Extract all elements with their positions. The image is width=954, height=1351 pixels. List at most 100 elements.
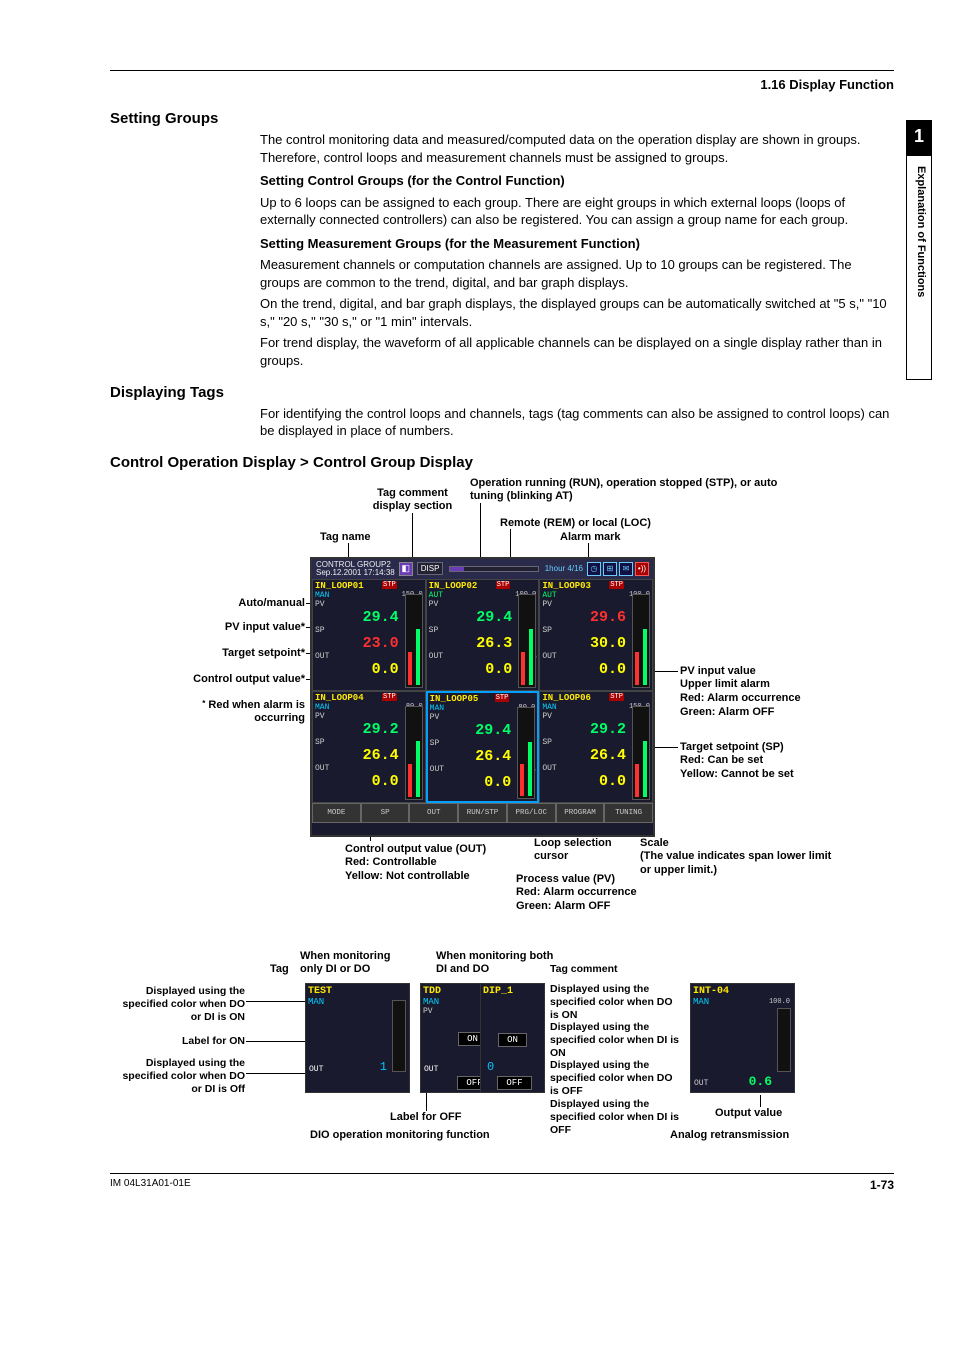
annot-running: Operation running (RUN), operation stopp… [470, 477, 790, 505]
disp-button[interactable]: DISP [417, 562, 444, 575]
paragraph: On the trend, digital, and bar graph dis… [260, 295, 894, 330]
chapter-title: Explanation of Functions [906, 156, 932, 380]
on-box: ON [498, 1033, 527, 1047]
annot-line: Control output value (OUT) [345, 843, 486, 855]
control-display-screen: CONTROL GROUP2 Sep.12.2001 17:14:38 ◧ DI… [310, 557, 655, 837]
paragraph: For identifying the control loops and ch… [260, 405, 894, 440]
loop-panel[interactable]: IN_LOOP03STPAUT100.0PV°C29.6SP°C30.0OUT%… [539, 579, 653, 691]
panel-bar [777, 1008, 791, 1072]
annot-tag-comment: Tag comment display section [360, 487, 465, 515]
dio-panel-test: TEST MAN OUT 1 START [305, 983, 410, 1093]
annot-retrans: Analog retransmission [670, 1129, 789, 1143]
annot-tag-comment: Tag comment [550, 963, 680, 976]
heading-setting-groups: Setting Groups [110, 110, 894, 127]
asterisk: * [202, 699, 205, 708]
toolbar-right-icons: ◷ ⊞ ✉ •)) [587, 562, 649, 576]
panel-hi: 100.0 [769, 998, 790, 1006]
leader-line [246, 1001, 314, 1002]
panel-out-label: OUT [694, 1079, 708, 1088]
leader-line [426, 1093, 427, 1111]
heading-displaying-tags: Displaying Tags [110, 384, 894, 401]
annot-line: Upper limit alarm [680, 678, 770, 690]
loop-panel[interactable]: IN_LOOP05STPMAN80.0PV°C29.4SP°C26.4OUT%0… [426, 691, 540, 803]
annot-line: Red: Controllable [345, 856, 437, 868]
annot-disp-off: Displayed using the specified color when… [110, 1057, 245, 1096]
key-icon[interactable]: ⊞ [603, 562, 617, 576]
section-header: 1.16 Display Function [110, 77, 894, 92]
panel-out-label: OUT [424, 1065, 438, 1074]
loop-panel[interactable]: IN_LOOP02STPAUT100.0PV°C29.4SP°C26.3OUT%… [426, 579, 540, 691]
annot-line: Target setpoint (SP) [680, 741, 784, 753]
screen-button[interactable]: PROGRAM [556, 803, 605, 823]
subheading: Setting Measurement Groups (for the Meas… [260, 235, 894, 253]
annot-output-value: Output value [715, 1107, 782, 1121]
loop-panel[interactable]: IN_LOOP01STPMAN150.0PV°C29.4SP°C23.0OUT%… [312, 579, 426, 691]
panel-out-label: OUT [309, 1065, 323, 1074]
annot-line: Green: Alarm OFF [680, 706, 774, 718]
annot-label-off: Label for OFF [390, 1111, 462, 1125]
loop-panel[interactable]: IN_LOOP06STPMAN150.0PV°C29.2SP°C26.4OUT%… [539, 691, 653, 803]
panel-value: 1 [380, 1060, 387, 1074]
screen-button[interactable]: RUN/STP [458, 803, 507, 823]
annot-line: Green: Alarm OFF [516, 900, 610, 912]
annot-out-block: Control output value (OUT) Red: Controll… [345, 843, 515, 884]
displaying-tags-body: For identifying the control loops and ch… [260, 405, 894, 440]
toolbar-icon[interactable]: ◧ [399, 562, 413, 576]
time-indicator: 1hour 4/16 [545, 564, 583, 573]
paragraph: Up to 6 loops can be assigned to each gr… [260, 194, 894, 229]
leader-line [246, 1073, 314, 1074]
alarm-icon[interactable]: •)) [635, 562, 649, 576]
annot-di-off: Displayed using the specified color when… [550, 1098, 680, 1137]
annot-red-alarm: Red when alarm is occurring [208, 699, 305, 725]
annot-do-off: Displayed using the specified color when… [550, 1059, 680, 1098]
figure-control-group-display: Tag comment display section Tag name Ope… [110, 477, 830, 937]
off-box: OFF [497, 1076, 531, 1090]
annot-disp-on: Displayed using the specified color when… [110, 985, 245, 1024]
annot-line: PV input value [680, 665, 756, 677]
subheading: Setting Control Groups (for the Control … [260, 172, 894, 190]
annot-dio: DIO operation monitoring function [310, 1129, 490, 1143]
annot-sp-block: Target setpoint (SP) Red: Can be set Yel… [680, 741, 840, 782]
footer-doc-id: IM 04L31A01-01E [110, 1178, 191, 1192]
progress-bar [449, 566, 538, 572]
annot-line: Scale [640, 837, 669, 849]
panel-value: 0 [487, 1060, 494, 1074]
heading-control-operation: Control Operation Display > Control Grou… [110, 454, 894, 471]
setting-groups-body: The control monitoring data and measured… [260, 131, 894, 370]
top-rule [110, 70, 894, 71]
annot-pv-block: PV input value Upper limit alarm Red: Al… [680, 665, 840, 720]
paragraph: The control monitoring data and measured… [260, 131, 894, 166]
dio-panel-dip1: DIP_1 ON 0 OFF [480, 983, 545, 1093]
paragraph: For trend display, the waveform of all a… [260, 334, 894, 369]
chapter-number: 1 [906, 120, 932, 147]
annot-loop-cursor: Loop selection cursor [534, 837, 634, 865]
panel-tag: TEST [308, 986, 407, 997]
retrans-panel-int04: INT-04 MAN 100.0 OUT 0.6 [690, 983, 795, 1093]
annot-di-on: Displayed using the specified color when… [550, 1021, 680, 1060]
annot-line: Process value (PV) [516, 873, 615, 885]
screen-button[interactable]: OUT [409, 803, 458, 823]
mail-icon[interactable]: ✉ [619, 562, 633, 576]
figure-dio-monitoring: Tag When monitoring only DI or DO When m… [110, 943, 830, 1143]
annot-control-output: Control output value* [160, 673, 305, 687]
annot-target-sp: Target setpoint* [195, 647, 305, 661]
annot-when-both: When monitoring both DI and DO [436, 950, 556, 978]
screen-button[interactable]: SP [361, 803, 410, 823]
loops-grid: IN_LOOP01STPMAN150.0PV°C29.4SP°C23.0OUT%… [312, 579, 653, 803]
annot-label-on: Label for ON [110, 1035, 245, 1048]
footer-page-number: 1-73 [870, 1178, 894, 1192]
chapter-tab: 1 Explanation of Functions [906, 120, 932, 380]
paragraph: Measurement channels or computation chan… [260, 256, 894, 291]
screen-button[interactable]: MODE [312, 803, 361, 823]
clock-icon[interactable]: ◷ [587, 562, 601, 576]
screen-button[interactable]: TUNING [604, 803, 653, 823]
annot-tag: Tag [270, 963, 289, 977]
annot-pv-bottom: Process value (PV) Red: Alarm occurrence… [516, 873, 686, 914]
annot-line: Red: Alarm occurrence [516, 886, 637, 898]
screen-button[interactable]: PRG/LOC [507, 803, 556, 823]
leader-line [760, 1095, 761, 1107]
annot-line: Red: Can be set [680, 754, 763, 766]
loop-panel[interactable]: IN_LOOP04STPMAN80.0PV°C29.2SP°C26.4OUT%0… [312, 691, 426, 803]
screen-title: CONTROL GROUP2 Sep.12.2001 17:14:38 [316, 561, 395, 577]
annot-tag-name: Tag name [320, 531, 371, 545]
